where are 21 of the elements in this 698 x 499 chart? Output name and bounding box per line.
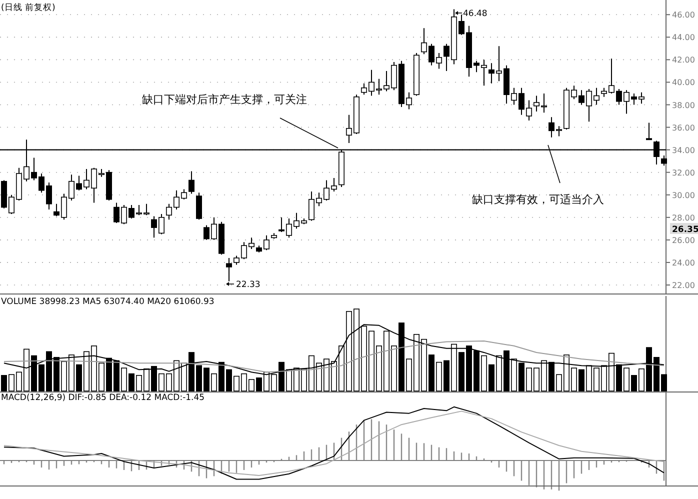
y-tick-label: 42.00 [672,56,695,65]
annotation: 22.33 [236,280,260,290]
y-tick-label: 34.00 [672,146,695,155]
y-tick-label: 40.00 [672,78,695,88]
y-tick-label: 36.00 [672,123,695,132]
text: 26.35 [672,225,698,235]
y-tick-label: 32.00 [672,168,695,178]
y-tick-label: 26.00 [672,236,695,245]
y-tick-label: 22.00 [672,280,695,290]
annotation: 46.48 [463,9,488,19]
y-tick-label: 30.00 [672,190,695,200]
annotation: 缺口支撑有效，可适当介入 [472,193,604,206]
y-tick-label: 28.00 [672,213,695,222]
y-tick-label: 24.00 [672,258,695,268]
chart-title: MACD(12,26,9) DIF:-0.85 DEA:-0.12 MACD:-1.45 [1,393,205,403]
chart-title: VOLUME 38998.23 MA5 63074.40 MA20 61060.93 [1,297,214,307]
y-tick-label: 38.00 [672,100,695,110]
chart-title: (日线 前复权) [1,2,56,13]
y-tick-label: 44.00 [672,33,695,42]
y-tick-label: 46.00 [672,10,695,20]
annotation: 缺口下端对后市产生支撑，可关注 [142,93,307,106]
